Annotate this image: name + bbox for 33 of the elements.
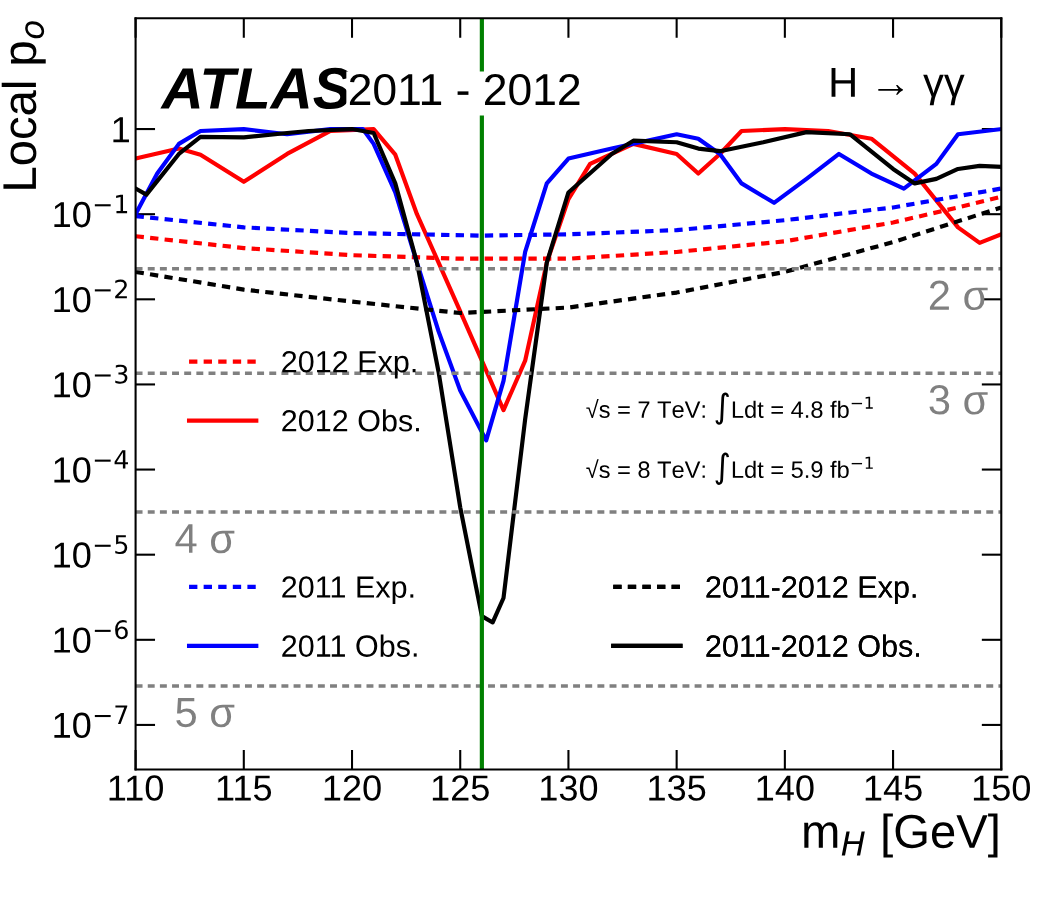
legend-label: 2011 Exp. <box>282 576 414 604</box>
x-tick-label: 110 <box>109 775 163 801</box>
annotation: √s = 8 TeV: ∫Ldt = 5.9 fb$^{−1}$ <box>586 452 873 485</box>
ref-line-label: 4 σ <box>175 524 235 554</box>
ref-line-label: 5 σ <box>176 698 235 728</box>
annotation: H → γγ <box>831 68 965 106</box>
x-tick-label: 120 <box>324 775 381 801</box>
annotation: 2011 - 2012 <box>349 73 580 106</box>
y-tick-label: 10$^{−3}$ <box>54 364 128 398</box>
x-tick-label: 150 <box>973 775 1030 801</box>
ref-line-label: 3 σ <box>929 385 988 415</box>
legend-label: 2011-2012 Exp. <box>706 576 916 604</box>
legend-label: 2011-2012 Obs. <box>706 634 920 657</box>
x-axis-title: m$_{H}$ [GeV] <box>804 813 998 858</box>
y-axis-title: Local p$_{o}$ <box>1 21 46 189</box>
y-tick-label: 10$^{−7}$ <box>54 705 128 739</box>
y-tick-label: 1 <box>113 117 129 143</box>
x-tick-label: 115 <box>217 775 272 801</box>
legend-label: 2012 Obs. <box>282 409 419 432</box>
annotation: √s = 7 TeV: ∫Ldt = 4.8 fb$^{−1}$ <box>586 392 873 425</box>
y-tick-label: 10$^{−4}$ <box>54 450 128 483</box>
y-tick-label: 10$^{−6}$ <box>54 620 128 653</box>
y-tick-label: 10$^{−1}$ <box>54 194 128 228</box>
ref-line-label: 2 σ <box>929 280 988 311</box>
x-tick-label: 135 <box>649 775 706 801</box>
legend-label: 2012 Exp. <box>282 350 416 379</box>
x-tick-label: 130 <box>541 775 598 801</box>
legend-label: 2011 Obs. <box>282 634 417 657</box>
y-tick-label: 10$^{−2}$ <box>54 279 127 313</box>
x-tick-label: 125 <box>432 775 489 801</box>
y-tick-label: 10$^{−5}$ <box>54 535 128 568</box>
x-tick-label: 140 <box>757 775 814 801</box>
x-tick-label: 145 <box>865 775 922 801</box>
